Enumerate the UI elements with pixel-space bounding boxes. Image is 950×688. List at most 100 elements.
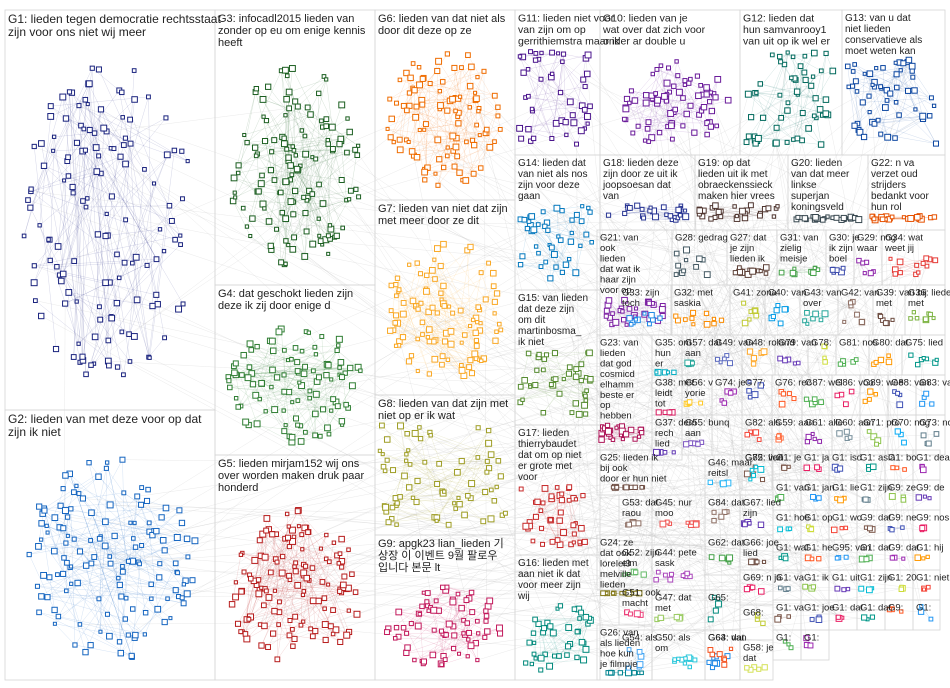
node [447,340,455,348]
group-label-line: er grote met [518,461,572,472]
node [571,606,578,612]
node [340,581,347,589]
node [44,594,51,601]
node [149,302,156,310]
group-label-g1: G1: he [804,543,833,554]
node [312,432,318,439]
node [483,618,489,624]
node [761,664,768,671]
node [580,656,588,664]
node [799,137,805,144]
group-label-line: er [655,358,663,369]
node [478,270,484,276]
group-label-line: moo [655,508,673,519]
node [347,364,354,372]
node [517,399,524,406]
node [737,265,742,271]
node [290,400,295,405]
node [598,436,605,443]
group-label-line: conservatieve als [845,35,922,46]
node [445,145,450,150]
node [263,588,269,594]
node [683,317,688,322]
node [417,611,422,617]
node [440,584,446,591]
node [408,148,416,155]
node [746,348,754,355]
node [242,418,250,426]
node [119,89,125,96]
node [812,436,817,442]
node [718,214,724,220]
node [133,296,141,304]
node [404,458,409,463]
group-label-g1: G1: va [776,603,805,614]
node [269,347,277,355]
node [466,364,473,371]
node [305,529,311,536]
group-label-g1: G1: isd [832,453,862,464]
group-label-line: G27: dat [730,233,767,244]
node [485,439,493,447]
group-label-line: ik niet [518,337,544,348]
node [920,432,927,439]
node [436,460,442,467]
node [763,271,769,276]
node [799,110,806,116]
node [247,575,254,582]
group-label-g78: G78: [811,338,832,349]
node [88,560,95,567]
node [393,312,400,319]
node [707,99,713,105]
node [468,370,476,377]
node [117,649,125,657]
group-label-g82: G82: als [745,418,781,429]
node [462,332,468,338]
node [791,396,797,402]
node [70,354,77,360]
node [292,613,299,620]
node [168,616,173,621]
node [850,69,856,74]
node [27,204,34,211]
node [732,270,738,276]
node [51,547,58,555]
node [302,429,308,435]
node [353,610,361,618]
node [107,560,114,567]
node [466,629,472,636]
node [580,76,587,83]
group-label-g86: G86: voo [835,378,874,389]
node [931,103,937,108]
group-label-line: G19: op dat [698,158,750,169]
group-label-line: G78: [811,338,832,349]
node [753,464,759,470]
node [154,301,161,308]
node [343,401,349,408]
node [532,616,538,623]
group-label-g9: G9: [888,603,903,614]
group-label-line: honderd [218,482,258,494]
node [639,485,645,490]
group-label-line: zijn voor ons niet wij meer [8,25,146,39]
node [760,348,768,356]
node [631,670,637,676]
group-label-line: G81: nos [839,338,878,349]
node [877,356,885,364]
group-label-line: lied [655,438,670,449]
node [831,526,838,534]
node [132,253,140,261]
node [445,521,452,528]
node [680,95,686,101]
node [259,96,267,103]
node [923,390,930,397]
node [285,154,292,161]
node [337,365,342,370]
node [635,520,642,527]
node [862,496,869,503]
node [496,630,504,637]
node [294,581,302,589]
